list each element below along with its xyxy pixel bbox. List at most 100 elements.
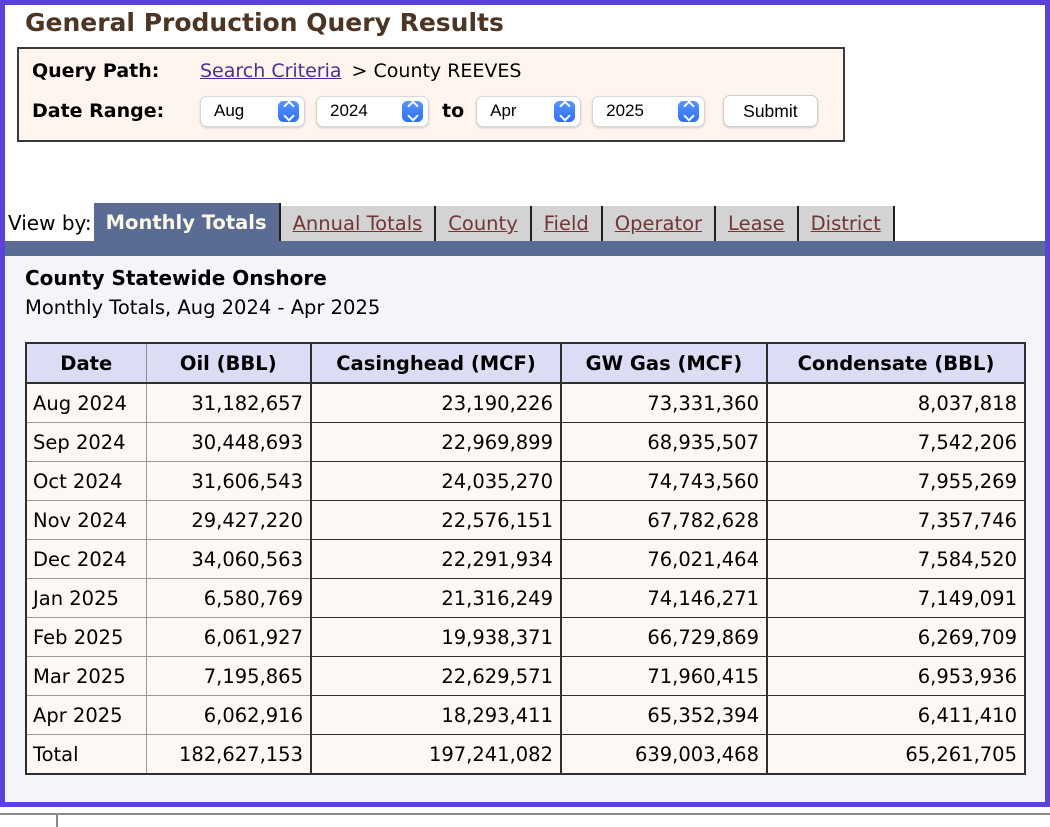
tab-district[interactable]: District [798,206,895,241]
tab-monthly-totals[interactable]: Monthly Totals [93,203,281,241]
production-table: Date Oil (BBL) Casinghead (MCF) GW Gas (… [25,342,1026,775]
condensate-cell: 8,037,818 [766,382,1026,423]
gw-gas-cell: 73,331,360 [560,382,768,423]
from-year-select[interactable]: 2024 [316,95,429,127]
casinghead-cell: 22,291,934 [310,539,562,579]
date-cell: Dec 2024 [25,539,147,579]
oil-cell: 31,182,657 [145,382,312,423]
oil-cell: 7,195,865 [145,656,312,696]
gw-gas-cell: 68,935,507 [560,422,768,462]
date-cell: Nov 2024 [25,500,147,540]
date-cell: Jan 2025 [25,578,147,618]
oil-cell: 6,062,916 [145,695,312,735]
gw-gas-cell: 71,960,415 [560,656,768,696]
date-cell: Sep 2024 [25,422,147,462]
condensate-cell: 6,269,709 [766,617,1026,657]
table-row: Aug 2024 31,182,657 23,190,226 73,331,36… [25,382,1026,423]
chevron-down-icon [682,110,695,122]
chevron-up-down-stepper-icon [402,100,423,122]
view-by-label: View by: [8,211,92,235]
chevron-up-down-stepper-icon [678,100,700,122]
next-section-cutoff [0,807,1050,827]
query-path-row: Query Path: Search Criteria > County REE… [32,60,843,82]
gw-gas-cell: 76,021,464 [560,539,768,579]
condensate-cell: 7,584,520 [766,539,1026,579]
page-title: General Production Query Results [25,8,504,37]
tab-field[interactable]: Field [531,206,603,241]
tab-lease[interactable]: Lease [716,206,799,241]
casinghead-cell: 21,316,249 [310,578,562,618]
condensate-cell: 7,357,746 [766,500,1026,540]
casinghead-cell: 24,035,270 [310,461,562,501]
condensate-cell: 6,411,410 [766,695,1026,735]
column-header-date: Date [25,342,147,384]
oil-cell: 30,448,693 [145,422,312,462]
condensate-cell: 7,149,091 [766,578,1026,618]
condensate-cell: 6,953,936 [766,656,1026,696]
query-results-page: General Production Query Results Query P… [0,0,1050,807]
tab-annual-totals[interactable]: Annual Totals [280,206,437,241]
query-box: Query Path: Search Criteria > County REE… [17,47,845,142]
oil-cell: 29,427,220 [145,500,312,540]
table-row: Dec 2024 34,060,563 22,291,934 76,021,46… [25,539,1026,579]
total-label-cell: Total [25,734,147,775]
date-cell: Mar 2025 [25,656,147,696]
table-total-row: Total 182,627,153 197,241,082 639,003,46… [25,734,1026,775]
oil-cell: 6,580,769 [145,578,312,618]
table-header-row: Date Oil (BBL) Casinghead (MCF) GW Gas (… [25,342,1026,384]
search-criteria-link[interactable]: Search Criteria [200,60,342,82]
query-path-label: Query Path: [32,60,160,82]
condensate-total-cell: 65,261,705 [766,734,1026,775]
chevron-down-icon [558,110,571,122]
results-panel: County Statewide Onshore Monthly Totals,… [5,256,1045,802]
cutoff-top-border [0,813,1050,815]
table-row: Nov 2024 29,427,220 22,576,151 67,782,62… [25,500,1026,540]
results-subheading: Monthly Totals, Aug 2024 - Apr 2025 [25,296,381,319]
tab-operator[interactable]: Operator [602,206,717,241]
date-cell: Oct 2024 [25,461,147,501]
date-cell: Feb 2025 [25,617,147,657]
column-header-gw-gas: GW Gas (MCF) [560,342,768,384]
gw-gas-cell: 65,352,394 [560,695,768,735]
gw-gas-cell: 74,743,560 [560,461,768,501]
from-month-value: Aug [214,101,245,120]
tab-county[interactable]: County [436,206,532,241]
view-by-tabs: View by: Monthly Totals Annual Totals Co… [5,203,1045,241]
column-header-condensate: Condensate (BBL) [766,342,1026,384]
table-row: Mar 2025 7,195,865 22,629,571 71,960,415… [25,656,1026,696]
table-row: Oct 2024 31,606,543 24,035,270 74,743,56… [25,461,1026,501]
chevron-up-down-stepper-icon [554,100,576,122]
chevron-down-icon [406,110,419,122]
casinghead-total-cell: 197,241,082 [310,734,562,775]
condensate-cell: 7,955,269 [766,461,1026,501]
table-row: Apr 2025 6,062,916 18,293,411 65,352,394… [25,695,1026,735]
gw-gas-total-cell: 639,003,468 [560,734,768,775]
chevron-down-icon [282,110,295,122]
condensate-cell: 7,542,206 [766,422,1026,462]
oil-cell: 31,606,543 [145,461,312,501]
from-month-select[interactable]: Aug [200,95,305,127]
submit-button[interactable]: Submit [723,95,818,127]
query-path-value: > County REEVES [351,60,522,82]
cutoff-vertical-border [56,815,58,827]
table-row: Feb 2025 6,061,927 19,938,371 66,729,869… [25,617,1026,657]
oil-total-cell: 182,627,153 [145,734,312,775]
gw-gas-cell: 67,782,628 [560,500,768,540]
table-row: Jan 2025 6,580,769 21,316,249 74,146,271… [25,578,1026,618]
to-month-value: Apr [490,101,517,120]
from-year-value: 2024 [330,101,368,120]
chevron-up-down-stepper-icon [278,100,299,122]
casinghead-cell: 22,969,899 [310,422,562,462]
table-row: Sep 2024 30,448,693 22,969,899 68,935,50… [25,422,1026,462]
to-year-select[interactable]: 2025 [592,95,706,127]
date-cell: Apr 2025 [25,695,147,735]
casinghead-cell: 19,938,371 [310,617,562,657]
results-heading: County Statewide Onshore [25,266,327,290]
oil-cell: 34,060,563 [145,539,312,579]
to-month-select[interactable]: Apr [476,95,582,127]
casinghead-cell: 18,293,411 [310,695,562,735]
casinghead-cell: 23,190,226 [310,382,562,423]
tab-underline-bar [5,241,1045,256]
date-range-label: Date Range: [32,100,165,122]
date-cell: Aug 2024 [25,382,147,423]
